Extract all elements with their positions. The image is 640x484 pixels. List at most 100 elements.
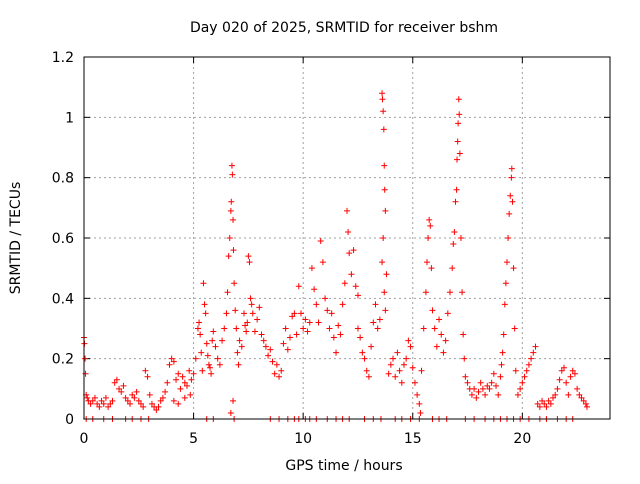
data-point <box>207 364 214 371</box>
data-point <box>280 340 287 347</box>
data-point <box>100 400 107 407</box>
x-tick-label: 10 <box>294 431 312 447</box>
data-point <box>282 325 289 332</box>
data-point <box>471 385 478 392</box>
data-point <box>455 96 462 103</box>
data-point <box>202 310 209 317</box>
data-point <box>565 391 572 398</box>
data-point <box>201 301 208 308</box>
data-point <box>541 400 548 407</box>
data-point <box>454 156 461 163</box>
data-point <box>407 343 414 350</box>
data-point <box>127 400 134 407</box>
data-point <box>354 292 361 299</box>
data-point <box>534 400 541 407</box>
data-point <box>459 289 466 296</box>
data-point <box>226 235 233 241</box>
data-point <box>456 111 463 118</box>
data-point <box>451 228 458 235</box>
data-point <box>429 307 436 314</box>
data-point <box>582 400 589 407</box>
data-point <box>379 96 386 103</box>
data-point <box>231 280 238 287</box>
data-point <box>554 385 561 392</box>
data-point <box>440 349 447 356</box>
data-point <box>311 286 318 293</box>
data-point <box>219 337 226 344</box>
data-point <box>346 250 353 257</box>
data-point <box>181 379 188 386</box>
data-point <box>449 265 456 272</box>
data-point <box>508 174 515 181</box>
data-point <box>576 391 583 398</box>
data-point <box>181 394 188 401</box>
data-point <box>580 397 587 404</box>
data-point <box>403 355 410 362</box>
data-point <box>295 283 302 290</box>
data-point <box>271 370 278 377</box>
data-point <box>387 361 394 368</box>
data-point <box>333 349 340 356</box>
data-point <box>199 367 206 374</box>
data-point <box>528 355 535 362</box>
data-point <box>536 403 543 410</box>
data-point <box>365 373 372 380</box>
data-point <box>512 367 519 374</box>
data-point <box>102 394 109 401</box>
x-tick-label: 15 <box>404 431 422 447</box>
y-axis-label: SRMTID / TECUs <box>8 182 24 295</box>
data-point <box>118 388 125 395</box>
data-point <box>556 376 563 383</box>
data-point <box>552 391 559 398</box>
data-point <box>523 367 530 374</box>
data-point <box>431 325 438 332</box>
data-point <box>383 271 390 278</box>
data-point <box>350 247 357 254</box>
data-point <box>571 370 578 377</box>
data-point <box>238 343 245 350</box>
data-point <box>550 394 557 401</box>
data-point <box>477 379 484 386</box>
data-point <box>326 325 333 332</box>
data-point <box>461 355 468 362</box>
data-point <box>392 373 399 380</box>
data-point <box>204 352 211 359</box>
data-point <box>113 376 120 383</box>
data-point <box>532 343 539 350</box>
data-point <box>228 198 235 205</box>
data-point <box>306 319 313 326</box>
data-point <box>452 198 459 205</box>
data-point <box>297 310 304 317</box>
data-point <box>348 271 355 278</box>
data-point <box>519 379 526 386</box>
data-point <box>319 259 326 266</box>
data-point <box>242 322 249 329</box>
data-point <box>197 331 204 338</box>
data-point <box>361 355 368 362</box>
data-point <box>507 192 514 199</box>
data-point <box>563 379 570 386</box>
data-point <box>186 367 193 374</box>
data-point <box>162 388 169 395</box>
data-point <box>409 364 416 371</box>
data-point <box>302 316 309 323</box>
data-point <box>324 307 331 314</box>
data-point <box>423 259 430 266</box>
data-point <box>468 391 475 398</box>
data-point <box>505 235 512 241</box>
data-point <box>135 397 142 404</box>
data-point <box>230 216 237 223</box>
data-point <box>486 385 493 392</box>
data-point <box>484 382 491 389</box>
data-point <box>244 319 251 326</box>
data-point <box>414 391 421 398</box>
data-point <box>187 391 194 398</box>
data-point <box>567 373 574 380</box>
data-point <box>354 325 361 332</box>
data-point <box>372 301 379 308</box>
data-point <box>166 361 173 368</box>
data-point <box>352 283 359 290</box>
data-point <box>501 301 508 308</box>
data-point <box>475 388 482 395</box>
